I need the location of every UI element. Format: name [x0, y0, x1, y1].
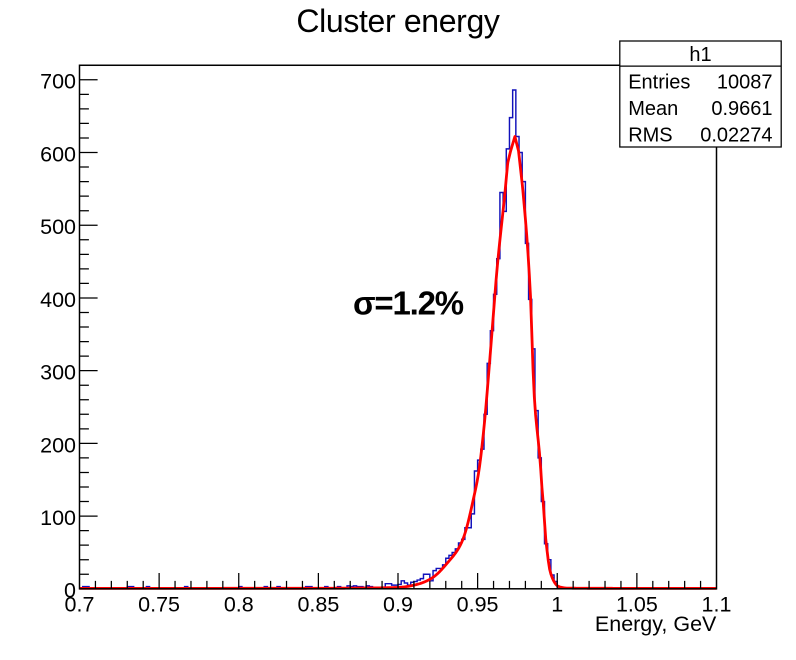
svg-text:0.9661: 0.9661: [711, 98, 772, 120]
svg-text:0.95: 0.95: [457, 592, 499, 616]
svg-text:600: 600: [40, 142, 76, 166]
svg-text:Energy, GeV: Energy, GeV: [595, 612, 717, 636]
svg-text:0.75: 0.75: [138, 592, 180, 616]
svg-text:500: 500: [40, 215, 76, 239]
svg-text:0: 0: [64, 579, 76, 603]
svg-text:0.85: 0.85: [297, 592, 339, 616]
svg-text:100: 100: [40, 506, 76, 530]
svg-text:σ=1.2%: σ=1.2%: [353, 285, 464, 322]
svg-text:Entries: Entries: [628, 72, 690, 94]
svg-text:1: 1: [551, 592, 563, 616]
svg-text:0.9: 0.9: [383, 592, 413, 616]
svg-text:0.7: 0.7: [65, 592, 95, 616]
svg-text:1.1: 1.1: [702, 592, 732, 616]
svg-text:10087: 10087: [717, 72, 773, 94]
svg-text:Mean: Mean: [628, 98, 678, 120]
svg-text:0.02274: 0.02274: [700, 124, 772, 146]
svg-text:0.8: 0.8: [224, 592, 254, 616]
svg-text:700: 700: [40, 70, 76, 94]
svg-text:Cluster energy: Cluster energy: [296, 3, 500, 39]
svg-text:400: 400: [40, 288, 76, 312]
svg-text:h1: h1: [689, 44, 711, 66]
svg-text:200: 200: [40, 433, 76, 457]
svg-text:RMS: RMS: [628, 124, 672, 146]
svg-text:1.05: 1.05: [616, 592, 658, 616]
svg-text:300: 300: [40, 361, 76, 385]
